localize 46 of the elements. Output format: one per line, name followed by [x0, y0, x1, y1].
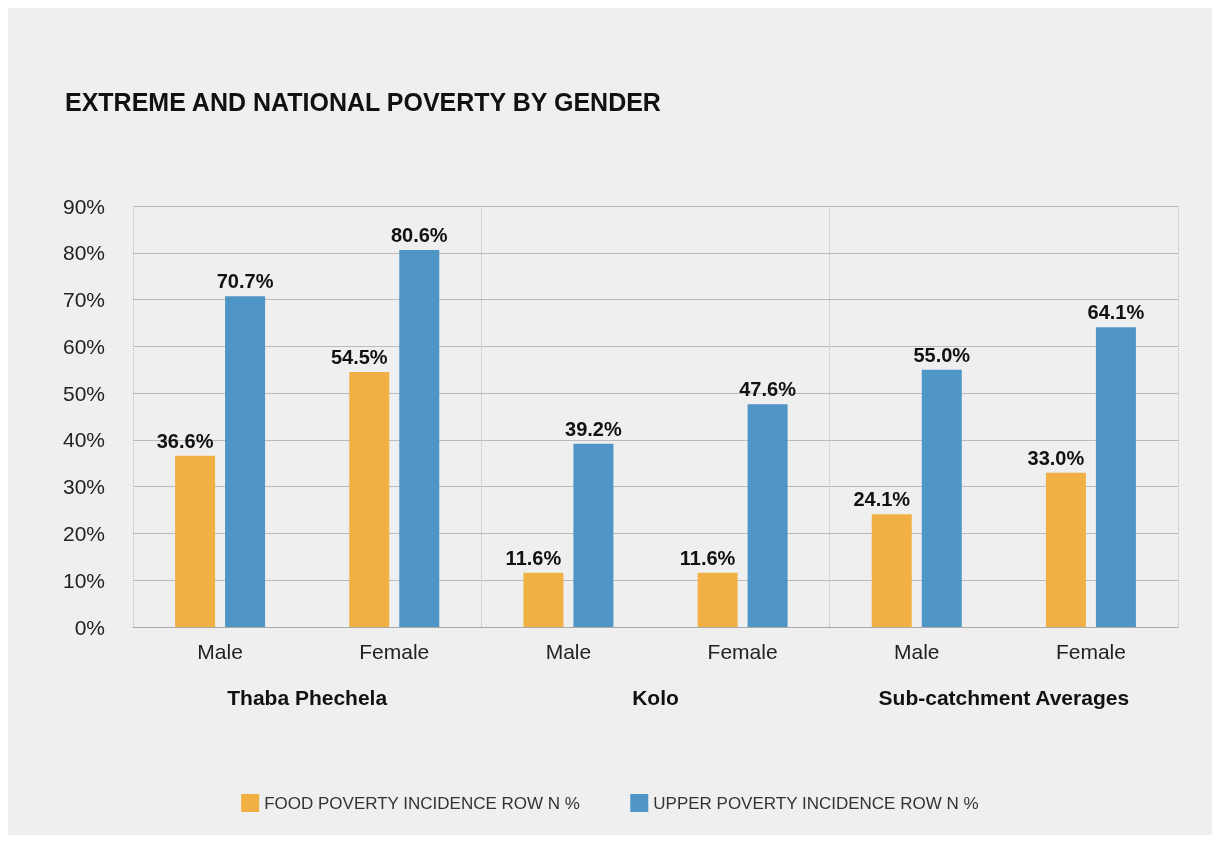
y-tick-label: 90% — [62, 194, 105, 218]
y-tick-label: 20% — [62, 521, 105, 545]
text: Sub-catchment Averages — [878, 686, 1130, 709]
bar — [921, 369, 962, 627]
y-tick-label: 30% — [62, 475, 105, 499]
bar — [175, 455, 216, 627]
data-label: 55.0% — [913, 343, 971, 366]
bar — [871, 514, 912, 627]
y-tick-label: 60% — [62, 334, 105, 358]
x-tick-label: Female — [359, 640, 430, 663]
x-tick-label: Female — [1055, 640, 1126, 663]
y-tick-label: 10% — [62, 568, 105, 592]
bar — [573, 443, 614, 627]
data-label: 36.6% — [156, 429, 214, 452]
bar — [399, 249, 440, 627]
bar — [1045, 472, 1086, 627]
data-label: 47.6% — [739, 378, 797, 401]
x-tick-label: Female — [707, 640, 778, 663]
bar — [1095, 327, 1136, 627]
data-label: 80.6% — [390, 223, 448, 246]
legend-label: FOOD POVERTY INCIDENCE ROW N % — [264, 793, 580, 813]
y-tick-label: 50% — [62, 381, 105, 405]
chart-title: EXTREME AND NATIONAL POVERTY BY GENDER — [65, 87, 661, 116]
data-label: 24.1% — [853, 488, 911, 511]
data-label: 33.0% — [1027, 446, 1085, 469]
text: Kolo — [632, 686, 679, 709]
legend-label: UPPER POVERTY INCIDENCE ROW N % — [653, 793, 979, 813]
data-label: 64.1% — [1087, 301, 1145, 324]
text: Thaba Phechela — [227, 686, 388, 709]
y-tick-label: 0% — [74, 615, 105, 639]
y-tick-label: 70% — [62, 288, 105, 312]
x-tick-label: Male — [545, 640, 592, 663]
y-tick-label: 40% — [62, 428, 105, 452]
data-label: 11.6% — [679, 546, 736, 569]
y-tick-label: 80% — [62, 241, 105, 265]
data-label: 11.6% — [505, 546, 562, 569]
data-label: 70.7% — [216, 270, 274, 293]
x-tick-label: Male — [197, 640, 243, 663]
data-label: 39.2% — [565, 417, 622, 440]
data-label: 54.5% — [330, 346, 388, 369]
bar — [697, 572, 738, 627]
bar — [523, 572, 564, 627]
bar — [747, 404, 788, 627]
bar — [225, 296, 266, 627]
bar — [349, 372, 390, 627]
x-tick-label: Male — [893, 640, 940, 663]
